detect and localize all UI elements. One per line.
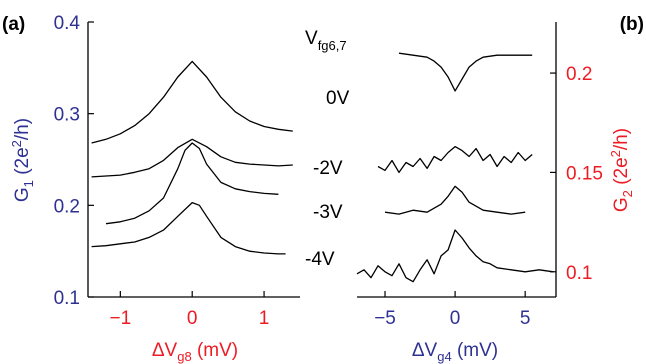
panel-a-ytick-label: 0.3	[54, 105, 80, 126]
panel-b-ytick-label: 0.1	[566, 263, 592, 284]
panel-a-ylabel: G1 (2e2/h)	[9, 118, 36, 202]
panel-b-series-2	[377, 145, 533, 174]
panel-a-xtick-label: −1	[110, 308, 132, 329]
panel-b-ytick-label: 0.15	[566, 163, 603, 184]
panel-a-ytick-label: 0.2	[54, 196, 80, 217]
panel-b-series-1	[398, 52, 533, 92]
panel-b-ticks: 0.1 0.15 0.2 −5 0 5	[374, 64, 603, 329]
voltage-label-minus2v: -2V	[313, 158, 343, 179]
voltage-label-0v: 0V	[326, 88, 350, 109]
panel-b-series	[356, 52, 554, 283]
panel-a-series-2	[91, 138, 293, 178]
panel-a-ticks: 0.1 0.2 0.3 0.4 −1 0 1	[54, 13, 270, 329]
panel-a: 0.1 0.2 0.3 0.4 −1 0 1 (a) ΔVg8 (mV) G1 (2e2/h…	[2, 13, 300, 364]
panel-b-xtick-label: 0	[450, 308, 461, 329]
panel-a-series	[91, 60, 293, 255]
panel-b-ytick-label: 0.2	[566, 64, 592, 85]
panel-a-ytick-label: 0.1	[54, 288, 80, 309]
panel-a-xtick-label: 0	[187, 308, 198, 329]
panel-b-xtick-label: 5	[520, 308, 531, 329]
panel-a-label: (a)	[2, 14, 25, 35]
panel-b: 0.1 0.15 0.2 −5 0 5 (b) ΔVg4 (mV) G2 (2e2/h)	[356, 14, 644, 364]
panel-a-xlabel: ΔVg8 (mV)	[152, 340, 238, 364]
panel-a-series-1	[91, 60, 293, 144]
voltage-label-minus3v: -3V	[313, 202, 343, 223]
panel-a-series-4	[91, 201, 286, 255]
panel-a-series-3	[105, 142, 279, 225]
panel-b-ylabel: G2 (2e2/h)	[608, 128, 635, 212]
panel-b-xlabel: ΔVg4 (mV)	[412, 340, 498, 364]
panel-b-series-4	[356, 229, 554, 283]
voltage-label-minus4v: -4V	[305, 249, 335, 270]
panel-b-series-3	[384, 185, 526, 215]
voltage-header: Vfg6,7	[305, 28, 347, 53]
panel-b-label: (b)	[620, 14, 644, 35]
panel-b-xtick-label: −5	[374, 308, 396, 329]
panel-a-ytick-label: 0.4	[54, 13, 81, 34]
panel-a-xtick-label: 1	[259, 308, 270, 329]
